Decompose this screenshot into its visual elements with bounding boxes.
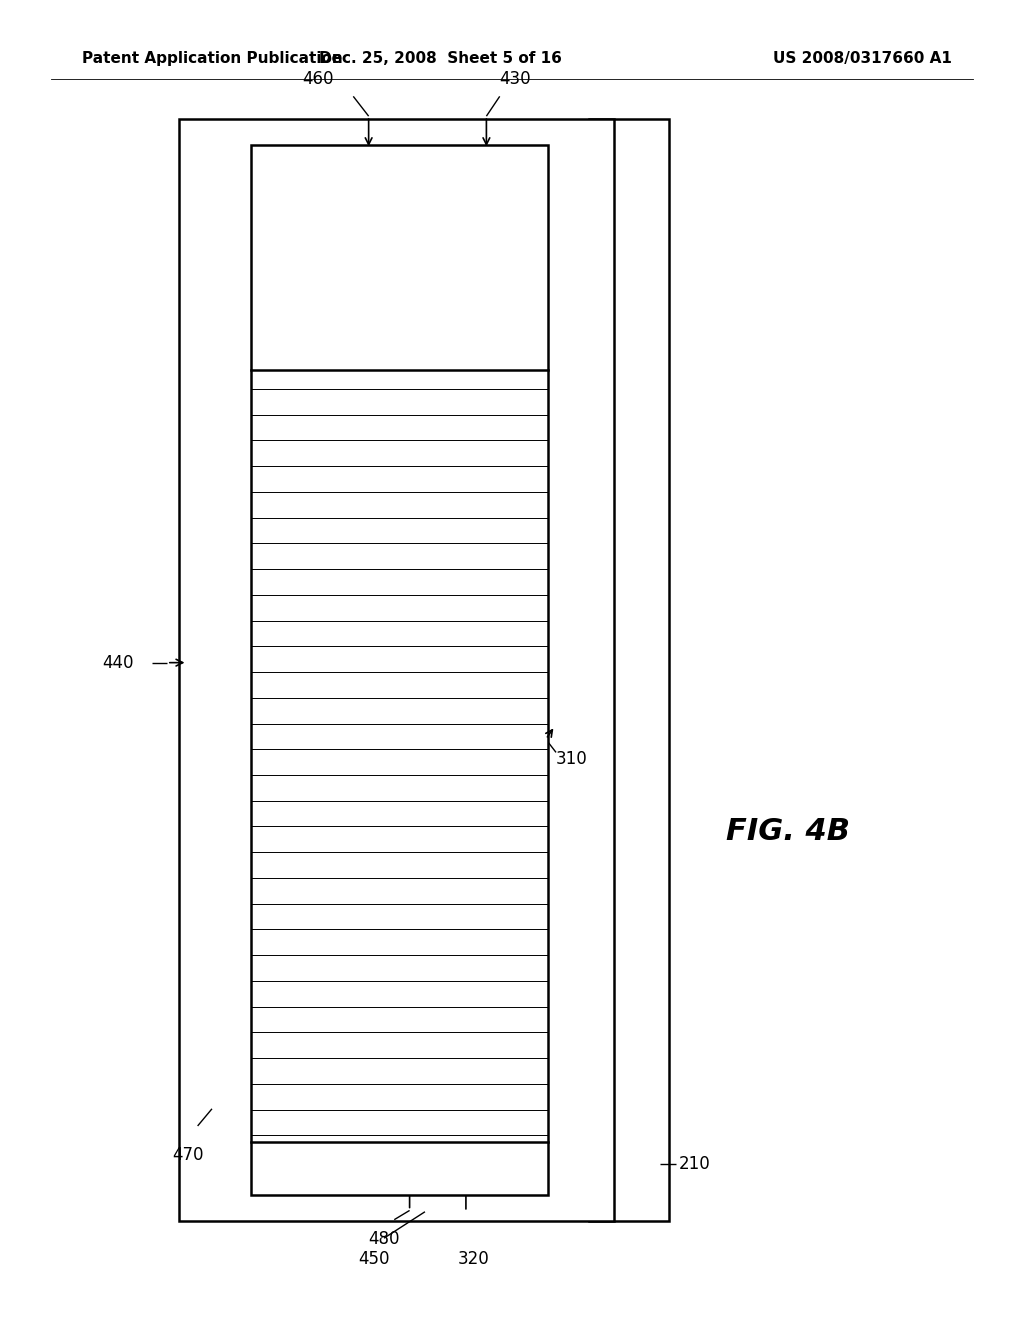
Bar [251, 145, 548, 370]
Text: 450: 450 [358, 1250, 390, 1269]
Bar [251, 1142, 548, 1195]
Bar [179, 119, 614, 1221]
Text: 485: 485 [343, 202, 375, 220]
Bar [589, 119, 669, 1221]
Text: 480: 480 [369, 1230, 400, 1249]
Bar [251, 145, 548, 1195]
Text: 320: 320 [458, 1250, 489, 1269]
Text: 310: 310 [556, 750, 588, 768]
Text: FIG. 4B: FIG. 4B [726, 817, 851, 846]
Text: 470: 470 [172, 1146, 204, 1164]
Text: Dec. 25, 2008  Sheet 5 of 16: Dec. 25, 2008 Sheet 5 of 16 [318, 50, 562, 66]
Bar [251, 145, 548, 1195]
Text: 430: 430 [500, 70, 531, 88]
Text: 440: 440 [102, 653, 134, 672]
Text: 460: 460 [302, 70, 334, 88]
Text: US 2008/0317660 A1: US 2008/0317660 A1 [773, 50, 952, 66]
Text: Patent Application Publication: Patent Application Publication [82, 50, 343, 66]
Text: 210: 210 [679, 1155, 711, 1173]
